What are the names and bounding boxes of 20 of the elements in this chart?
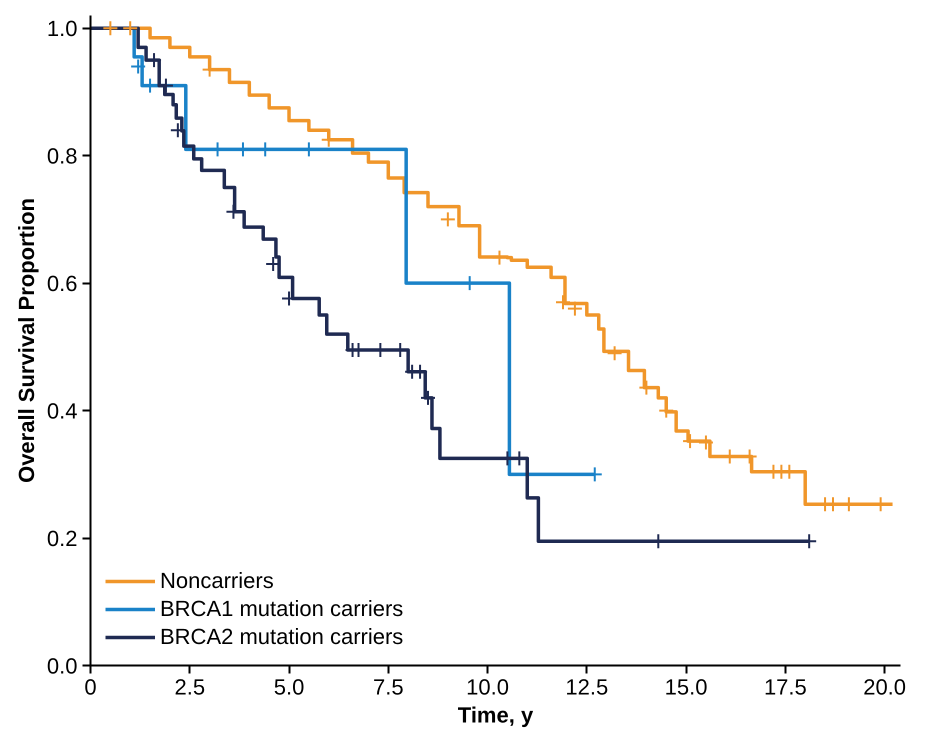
y-tick-label: 0.2: [46, 526, 78, 552]
x-tick-label: 10.0: [466, 674, 509, 700]
x-axis-title: Time, y: [458, 702, 534, 728]
x-tick-label: 7.5: [373, 674, 404, 700]
x-tick-label: 0: [84, 674, 97, 700]
y-tick-label: 0.8: [46, 144, 78, 169]
y-tick-label: 0.4: [46, 398, 78, 424]
x-tick-label: 20.0: [863, 674, 906, 700]
y-tick-label: 1.0: [46, 16, 78, 42]
y-axis-title: Overall Survival Proportion: [14, 198, 39, 483]
x-tick-label: 15.0: [664, 674, 708, 700]
x-tick-label: 12.5: [565, 674, 608, 700]
legend-label: BRCA1 mutation carriers: [160, 596, 404, 622]
legend-label: Noncarriers: [160, 568, 274, 594]
legend-label: BRCA2 mutation carriers: [160, 624, 404, 650]
y-tick-label: 0.0: [46, 654, 78, 678]
x-tick-label: 2.5: [174, 674, 206, 700]
y-tick-label: 0.6: [46, 271, 78, 296]
x-tick-label: 5.0: [274, 674, 304, 700]
x-tick-label: 17.5: [764, 674, 807, 700]
